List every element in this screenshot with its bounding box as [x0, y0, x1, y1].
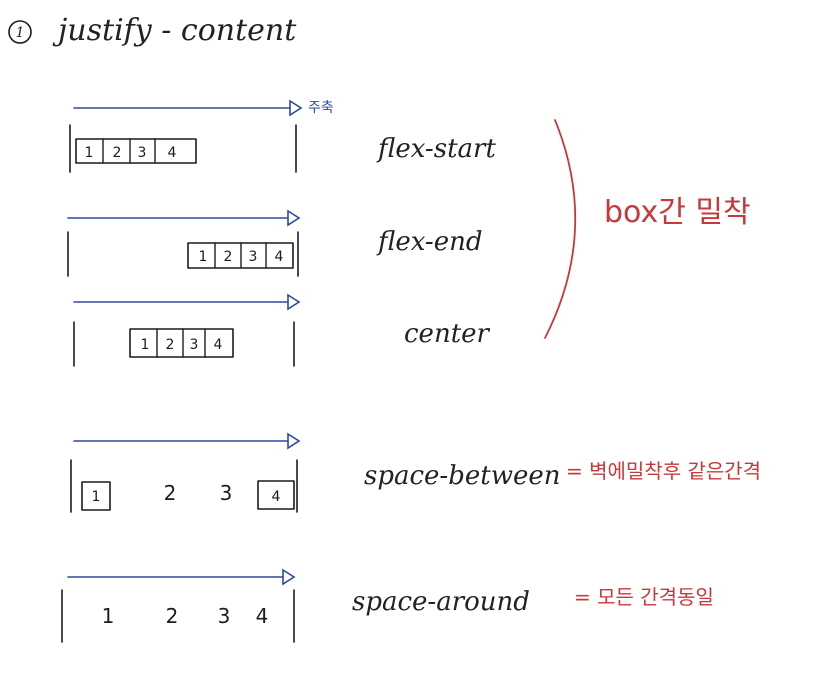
row-label: center — [404, 319, 491, 349]
flex-item-1: 1 — [199, 249, 208, 265]
flex-item-box-1 — [81, 481, 111, 511]
flex-item-3: 3 — [220, 481, 233, 505]
flex-items-box — [75, 138, 197, 164]
flex-item-4: 4 — [214, 337, 223, 353]
main-axis-arrowhead — [289, 99, 303, 117]
flex-item-3: 3 — [249, 249, 258, 265]
row-label: space-around — [352, 587, 530, 617]
row-flex-start: 주축 1 2 3 4 flex-start — [69, 99, 496, 173]
main-axis-arrowhead — [282, 568, 296, 586]
flex-item-4: 4 — [168, 145, 177, 161]
title: 1 justify - content — [8, 13, 297, 48]
group-note: box간 밀착 — [604, 195, 751, 230]
axis-note: 주축 — [308, 100, 334, 116]
row-center: 1 2 3 4 center — [73, 293, 491, 367]
flex-item-1: 1 — [141, 337, 150, 353]
flex-item-3: 3 — [218, 604, 231, 628]
red-brace-curve — [544, 119, 577, 339]
title-number: 1 — [16, 25, 25, 41]
flex-item-2: 2 — [113, 145, 122, 161]
flex-item-2: 2 — [166, 337, 175, 353]
space-between-note: = 벽에밀착후 같은간격 — [566, 459, 761, 483]
flex-item-3: 3 — [138, 145, 147, 161]
row-label: space-between — [364, 461, 560, 491]
title-text: justify - content — [52, 13, 297, 48]
space-around-note: = 모든 간격동일 — [574, 585, 714, 609]
flex-item-3: 3 — [190, 337, 199, 353]
flex-item-1: 1 — [92, 489, 101, 505]
row-label: flex-start — [376, 134, 496, 164]
main-axis-arrowhead — [287, 293, 301, 311]
row-flex-end: 1 2 3 4 flex-end — [67, 209, 483, 277]
flex-item-2: 2 — [224, 249, 233, 265]
title-number-circle — [8, 20, 32, 44]
row-space-between: 1 2 3 4 space-between = 벽에밀착후 같은간격 — [70, 432, 761, 513]
main-axis-arrowhead — [287, 432, 301, 450]
group-brace: box간 밀착 — [544, 119, 751, 339]
flex-item-box-4 — [257, 480, 295, 510]
flex-item-2: 2 — [164, 481, 177, 505]
row-space-around: 1 2 3 4 space-around = 모든 간격동일 — [61, 568, 714, 643]
flex-item-4: 4 — [256, 604, 269, 628]
main-axis-arrowhead — [287, 209, 301, 227]
flex-item-2: 2 — [166, 604, 179, 628]
flex-item-1: 1 — [85, 145, 94, 161]
flex-item-4: 4 — [272, 489, 281, 505]
flex-item-1: 1 — [102, 604, 115, 628]
flex-item-4: 4 — [275, 249, 284, 265]
row-label: flex-end — [376, 227, 483, 257]
flex-items-box — [129, 328, 234, 358]
